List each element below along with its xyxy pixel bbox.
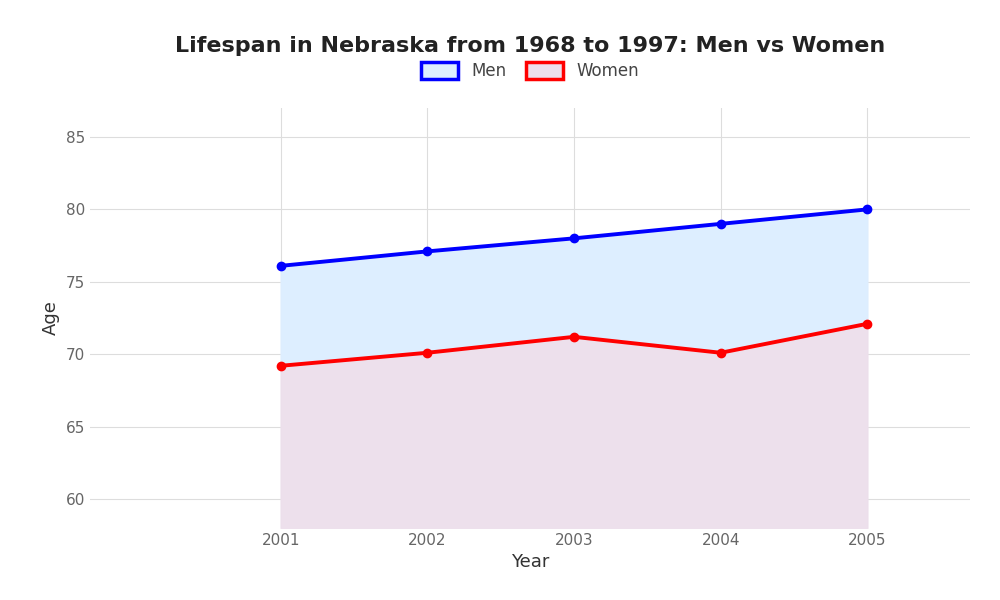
Y-axis label: Age: Age [42, 301, 60, 335]
X-axis label: Year: Year [511, 553, 549, 571]
Legend: Men, Women: Men, Women [421, 62, 639, 80]
Title: Lifespan in Nebraska from 1968 to 1997: Men vs Women: Lifespan in Nebraska from 1968 to 1997: … [175, 37, 885, 56]
